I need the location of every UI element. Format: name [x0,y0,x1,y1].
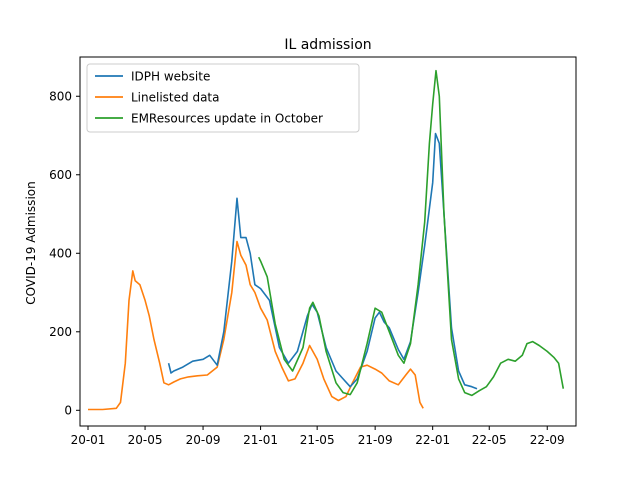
legend-label-1: Linelisted data [131,91,219,105]
legend-box [86,63,360,133]
x-tick-label-4: 21-05 [300,433,335,447]
y-tick-label-4: 800 [49,89,72,103]
x-axis-ticks: 20-01 20-05 20-09 21-01 21-05 21-09 22-01 22-05… [71,426,565,447]
plot-frame [79,56,577,427]
y-axis-label: COVID-19 Admission [24,181,38,304]
x-tick-label-3: 21-01 [243,433,278,447]
series-layer [88,69,565,411]
series-line-2 [257,69,565,397]
x-tick-label-7: 22-05 [472,433,507,447]
y-tick-label-0: 0 [64,403,72,417]
legend-label-2: EMResources update in October [131,112,323,126]
y-axis-ticks: 0 200 400 600 800 [49,89,80,417]
x-tick-label-5: 21-09 [358,433,393,447]
legend: IDPH website Linelisted data EMResources u… [86,63,360,133]
y-tick-label-1: 200 [49,325,72,339]
x-tick-label-0: 20-01 [71,433,106,447]
series-line-0 [88,240,424,411]
y-tick-label-2: 400 [49,246,72,260]
chart-title: IL admission [284,37,371,53]
x-tick-label-6: 22-01 [415,433,450,447]
x-tick-label-1: 20-05 [128,433,163,447]
x-tick-label-8: 22-09 [530,433,565,447]
x-tick-label-2: 20-09 [186,433,221,447]
legend-label-0: IDPH website [131,70,210,84]
y-tick-label-3: 600 [49,168,72,182]
